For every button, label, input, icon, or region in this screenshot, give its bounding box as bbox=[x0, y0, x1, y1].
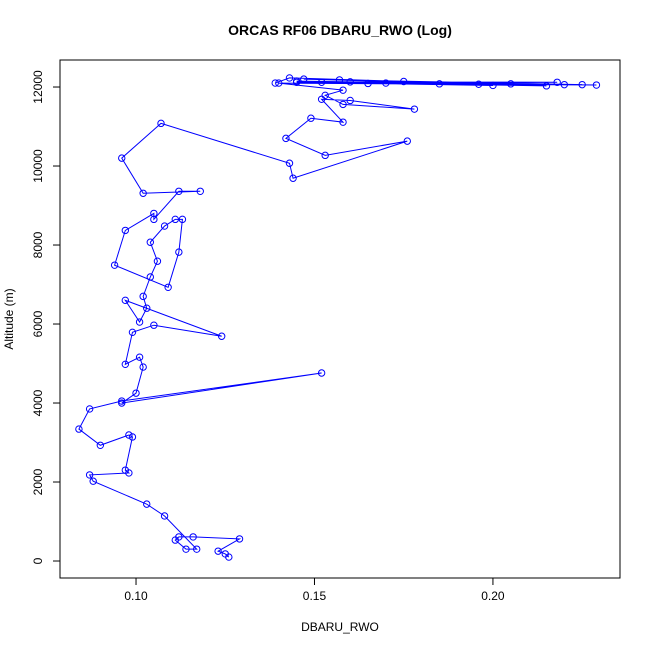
x-tick-label: 0.15 bbox=[303, 589, 327, 603]
point bbox=[346, 78, 354, 86]
point bbox=[132, 389, 140, 397]
y-tick-label: 0 bbox=[31, 557, 45, 564]
point bbox=[89, 477, 97, 485]
point bbox=[382, 79, 390, 87]
point bbox=[235, 535, 244, 543]
point bbox=[128, 433, 137, 441]
point bbox=[214, 547, 222, 555]
series-line bbox=[78, 77, 597, 558]
point bbox=[435, 80, 444, 88]
point bbox=[321, 151, 329, 160]
point bbox=[75, 425, 83, 433]
point bbox=[139, 363, 147, 371]
point bbox=[164, 283, 172, 291]
point bbox=[182, 545, 190, 553]
point bbox=[143, 500, 151, 508]
y-tick-label: 4000 bbox=[31, 389, 45, 416]
point bbox=[128, 328, 137, 337]
point bbox=[118, 154, 126, 162]
point bbox=[153, 257, 162, 265]
point bbox=[160, 512, 169, 520]
point bbox=[85, 405, 94, 413]
point bbox=[339, 100, 347, 109]
point bbox=[157, 119, 165, 128]
point bbox=[118, 397, 126, 405]
point bbox=[196, 187, 204, 195]
y-tick-label: 6000 bbox=[31, 310, 45, 337]
point bbox=[271, 79, 279, 87]
point bbox=[592, 81, 601, 89]
point bbox=[553, 78, 561, 86]
point bbox=[143, 304, 151, 312]
point bbox=[292, 78, 301, 86]
point bbox=[146, 273, 154, 281]
point bbox=[489, 81, 497, 90]
point bbox=[175, 248, 183, 256]
y-tick-label: 12000 bbox=[31, 70, 45, 104]
point bbox=[542, 82, 551, 90]
point bbox=[135, 353, 144, 361]
point bbox=[171, 536, 179, 544]
plot-frame bbox=[59, 59, 621, 579]
point bbox=[160, 222, 169, 230]
point bbox=[135, 318, 144, 326]
y-axis-label: Altitude (m) bbox=[2, 288, 16, 349]
point bbox=[146, 238, 154, 246]
point bbox=[578, 80, 586, 89]
point bbox=[217, 332, 226, 340]
point bbox=[339, 86, 347, 94]
point bbox=[96, 441, 105, 449]
point bbox=[121, 296, 130, 305]
point bbox=[178, 215, 187, 224]
point bbox=[560, 80, 569, 89]
point bbox=[192, 545, 201, 553]
point bbox=[364, 79, 372, 88]
point bbox=[321, 91, 329, 100]
point bbox=[150, 321, 158, 329]
point bbox=[175, 187, 183, 195]
point bbox=[118, 399, 126, 407]
point bbox=[110, 261, 119, 269]
point bbox=[121, 226, 130, 235]
point bbox=[150, 215, 158, 224]
point bbox=[121, 360, 130, 369]
point bbox=[285, 159, 294, 167]
point bbox=[403, 137, 411, 145]
point bbox=[121, 466, 130, 474]
point bbox=[85, 471, 94, 479]
point bbox=[189, 533, 197, 541]
y-tick-label: 2000 bbox=[31, 468, 45, 495]
point bbox=[339, 118, 347, 126]
chart-title: ORCAS RF06 DBARU_RWO (Log) bbox=[228, 22, 452, 38]
point bbox=[317, 78, 326, 86]
point bbox=[139, 292, 147, 301]
point bbox=[346, 96, 354, 105]
x-axis-label: DBARU_RWO bbox=[301, 620, 379, 634]
x-tick-label: 0.10 bbox=[124, 589, 148, 603]
point bbox=[300, 75, 308, 83]
point bbox=[410, 105, 419, 113]
point bbox=[125, 431, 133, 439]
x-tick-label: 0.20 bbox=[481, 589, 505, 603]
point bbox=[139, 189, 147, 197]
point bbox=[335, 76, 344, 84]
y-tick-label: 10000 bbox=[31, 149, 45, 183]
point bbox=[282, 134, 290, 143]
point bbox=[275, 79, 283, 87]
point bbox=[400, 77, 408, 86]
point bbox=[285, 74, 294, 82]
point bbox=[307, 114, 315, 122]
point bbox=[289, 174, 297, 182]
point bbox=[317, 369, 326, 377]
point bbox=[507, 80, 515, 88]
y-tick-label: 8000 bbox=[31, 231, 45, 258]
point bbox=[221, 550, 229, 558]
point bbox=[171, 215, 179, 224]
point bbox=[474, 80, 483, 88]
